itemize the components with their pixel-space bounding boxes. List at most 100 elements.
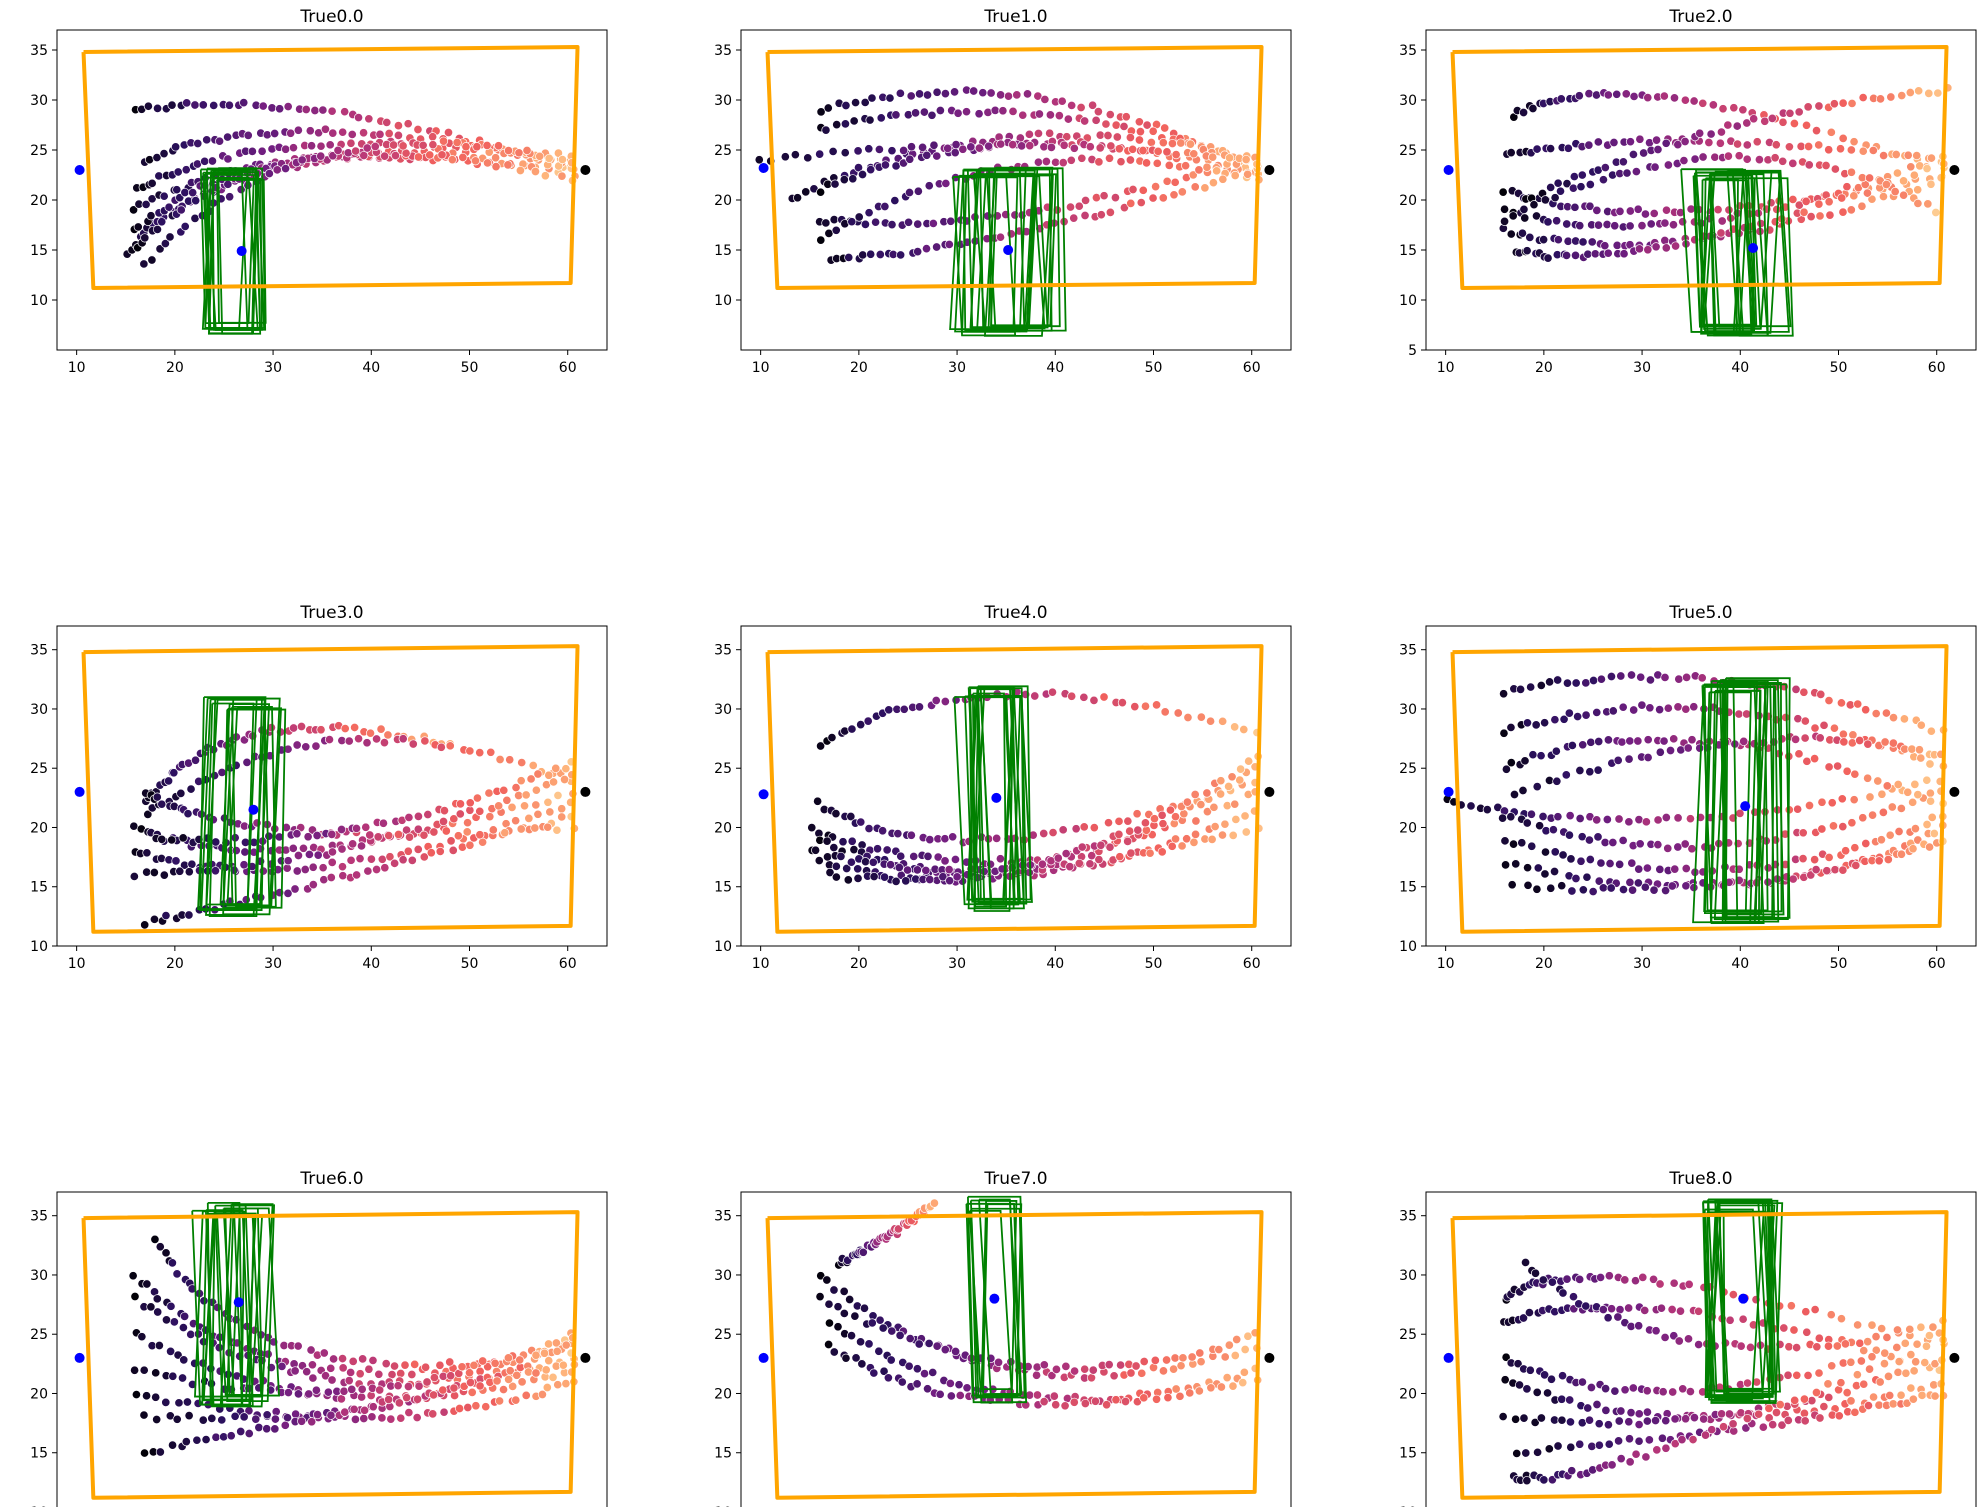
trajectory-point — [1140, 818, 1150, 828]
y-tick-label: 10 — [30, 939, 48, 955]
trajectory-point — [1564, 708, 1574, 718]
trajectory-point — [1114, 829, 1124, 839]
trajectory-point — [1793, 804, 1803, 814]
trajectory-point — [1069, 143, 1079, 153]
trajectory-point — [824, 1339, 834, 1350]
trajectory-point — [1850, 769, 1860, 779]
trajectory-point — [996, 90, 1006, 100]
trajectory-point — [338, 127, 348, 137]
trajectory-point — [1628, 1383, 1638, 1393]
trajectory-point — [257, 146, 267, 156]
trajectory-point — [403, 846, 413, 856]
trajectory-point — [1624, 1303, 1634, 1313]
trajectory-point — [247, 146, 257, 156]
trajectory-point — [174, 1398, 184, 1408]
trajectory-point — [367, 1412, 377, 1422]
x-tick-label: 60 — [1928, 956, 1946, 972]
trajectory-point — [1802, 756, 1812, 766]
trajectory-point — [1877, 789, 1887, 799]
trajectory-point — [1088, 1365, 1098, 1375]
trajectory-point — [1566, 854, 1576, 864]
trajectory — [825, 751, 1263, 886]
trajectory-point — [272, 165, 282, 175]
trajectory-point — [1863, 1401, 1874, 1411]
trajectory-point — [511, 783, 521, 793]
trajectory-point — [1241, 827, 1251, 837]
trajectory — [139, 136, 577, 269]
trajectory-point — [879, 1366, 889, 1376]
trajectory-point — [1634, 1409, 1644, 1419]
trajectory-point — [1148, 126, 1158, 136]
trajectory-point — [816, 187, 826, 197]
trajectory-point — [354, 734, 364, 744]
trajectory-point — [187, 859, 197, 869]
trajectory-point — [1153, 146, 1163, 156]
boundary-outline — [1450, 45, 1949, 290]
trajectory-point — [187, 1284, 197, 1294]
trajectory-point — [1865, 173, 1875, 183]
trajectory-point — [156, 853, 167, 863]
trajectory-point — [1811, 865, 1821, 875]
trajectory-point — [1171, 150, 1181, 160]
trajectory-point — [281, 144, 291, 154]
trajectory-point — [1610, 1386, 1620, 1396]
trajectory-point — [1786, 1301, 1796, 1311]
trajectory-point — [413, 811, 423, 821]
trajectory-point — [1516, 684, 1526, 694]
trajectory-point — [1512, 1448, 1522, 1458]
trajectory-point — [876, 113, 886, 123]
trajectory-point — [829, 1347, 839, 1357]
x-tick-label: 10 — [1437, 360, 1455, 376]
blue-marker — [248, 804, 259, 815]
trajectory-point — [1758, 1422, 1768, 1432]
trajectory-point — [531, 1350, 541, 1360]
trajectory-point — [1067, 100, 1077, 110]
trajectory-point — [1593, 220, 1604, 230]
trajectory-point — [1849, 795, 1859, 805]
trajectory-point — [1926, 796, 1936, 806]
y-tick-label: 30 — [30, 702, 48, 718]
trajectory-point — [1896, 803, 1906, 813]
trajectory-point — [880, 872, 890, 882]
box-outline — [1692, 683, 1767, 924]
trajectory-point — [940, 1345, 950, 1355]
trajectory-point — [368, 1402, 378, 1412]
trajectory-point — [1684, 1279, 1694, 1289]
trajectory-point — [1899, 714, 1909, 724]
trajectory-point — [346, 138, 356, 148]
trajectory-point — [241, 895, 251, 905]
box-outline — [967, 1195, 1028, 1404]
trajectory-point — [1657, 1433, 1667, 1443]
trajectory-point — [1724, 1409, 1734, 1419]
trajectory-point — [1170, 812, 1181, 822]
trajectory-point — [154, 171, 164, 181]
trajectory-point — [137, 1332, 147, 1342]
trajectory-point — [1208, 152, 1218, 162]
trajectory-point — [1063, 114, 1073, 124]
trajectory-point — [1551, 746, 1561, 756]
end-marker — [580, 1352, 591, 1363]
trajectory-point — [1800, 733, 1810, 743]
trajectory-point — [1669, 1278, 1679, 1288]
trajectory-point — [1574, 91, 1584, 101]
trajectory-point — [201, 1434, 211, 1445]
trajectory-point — [1863, 773, 1873, 783]
trajectory-point — [1142, 120, 1152, 130]
trajectory-point — [1742, 1378, 1753, 1388]
trajectory-point — [1867, 194, 1877, 204]
trajectory-point — [1905, 87, 1915, 98]
trajectory-point — [1783, 1370, 1793, 1380]
trajectory-point — [142, 1391, 152, 1401]
y-tick-label: 25 — [1399, 143, 1417, 159]
trajectory-point — [297, 155, 307, 165]
trajectory-point — [1871, 1345, 1881, 1355]
trajectory-point — [1093, 107, 1103, 117]
trajectory-point — [1610, 221, 1620, 231]
trajectory-point — [1152, 1394, 1162, 1404]
y-tick-label: 30 — [30, 1268, 48, 1284]
box-outline — [217, 167, 262, 335]
trajectory-point — [1542, 1388, 1553, 1398]
trajectory-point — [1660, 672, 1670, 682]
trajectory-point — [887, 220, 897, 230]
trajectory-point — [1178, 1353, 1188, 1363]
